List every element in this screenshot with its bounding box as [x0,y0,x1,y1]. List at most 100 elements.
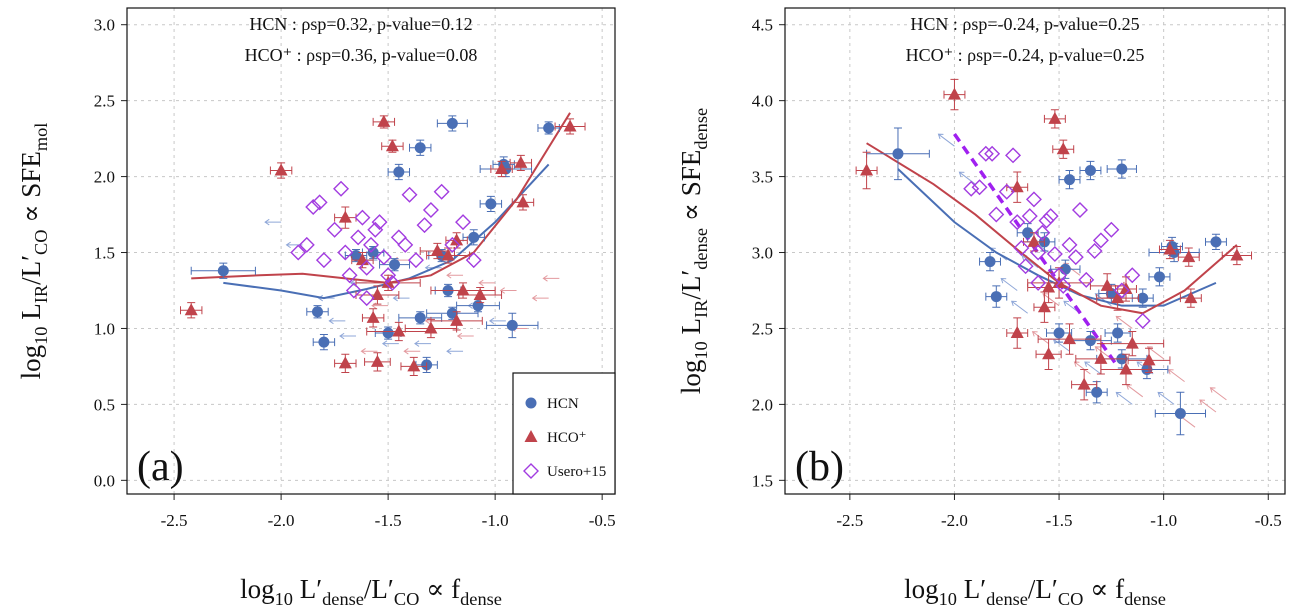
upper-limit [446,272,464,279]
point [315,252,332,269]
point [338,356,352,369]
point [1048,111,1062,124]
point [1030,274,1047,291]
point [407,359,421,372]
point [1091,386,1103,398]
point [1025,191,1042,208]
point [1071,202,1088,218]
label-part: dense [691,228,711,270]
point [414,142,426,154]
point [1112,327,1124,339]
y-tick-label: 1.5 [752,471,773,490]
point [1153,271,1165,283]
label-part: log [240,574,275,604]
point [1021,208,1038,225]
point [472,300,484,312]
point [367,247,379,259]
upper-limit [360,348,378,355]
x-axis-label: log10 L′dense/L′CO ∝ fdense [240,574,502,609]
point [1119,362,1133,375]
point [446,307,458,319]
upper-limit [499,287,517,294]
x-axis-label: log10 L′dense/L′CO ∝ fdense [904,574,1166,609]
point [184,303,198,316]
y-tick-label: 3.0 [94,16,115,35]
upper-limit [392,294,410,302]
label-part: dense [691,108,711,150]
point [1174,408,1186,420]
point [414,312,426,324]
point [1125,336,1139,349]
y-axis-label: log10 LIR/L′CO ∝ SFEmol [16,123,51,380]
label-part: L [16,303,46,326]
point [1134,312,1151,329]
x-tick-label: -2.5 [836,511,863,530]
y-tick-label: 1.0 [94,319,115,338]
trend-line [191,112,571,284]
point [1022,227,1034,239]
label-part: mol [31,123,51,152]
point [367,221,384,238]
label-part: dense [1124,589,1166,609]
x-tick-label: -1.0 [1150,511,1177,530]
point [473,288,487,301]
x-tick-label: -2.0 [268,511,295,530]
point [892,148,904,160]
x-tick-label: -1.5 [375,511,402,530]
panel: -2.5 -2.0 -1.5 -1.0 -0.5 1.5 2.0 2.5 3.0 3.5 4.0 4.… [676,7,1286,609]
point [345,282,362,299]
point [495,161,509,174]
point [1210,236,1222,248]
point [1084,335,1096,347]
y-tick-label: 4.0 [752,92,773,111]
label-part: CO [394,589,420,609]
point [397,236,414,253]
point [990,291,1002,303]
point [430,244,444,256]
upper-limit [456,332,474,340]
point [1055,277,1072,294]
annotation: HCO⁺ : ρsp=0.36, p-value=0.08 [245,45,478,65]
y-tick-label: 3.5 [752,168,773,187]
point [1034,224,1051,241]
point [416,217,433,234]
label-part: L′ [957,574,986,604]
label-part: 10 [691,341,711,359]
legend-label: HCO⁺ [547,430,587,446]
label-part: 10 [275,589,293,609]
upper-limit [1073,361,1091,375]
label-part: dense [460,589,502,609]
point [1124,267,1141,284]
point [1010,326,1024,339]
point [1027,234,1041,247]
label-part: CO [1058,589,1084,609]
point [371,214,388,231]
point [860,163,874,176]
point [341,267,358,284]
upper-limit [1010,300,1028,314]
point [1084,165,1096,177]
point [1230,248,1244,261]
point [382,327,394,339]
point [217,265,229,277]
legend-marker [525,397,537,409]
point [424,321,438,334]
label-part: 10 [31,327,51,345]
point [392,324,406,337]
y-tick-label: 3.0 [752,244,773,263]
point [514,155,528,168]
point [1042,347,1056,360]
upper-limit [478,279,496,287]
upper-limit [403,348,421,355]
upper-limit [958,171,976,185]
y-tick-label: 2.0 [94,168,115,187]
upper-limit [542,275,560,282]
point [1063,332,1077,345]
y-tick-label: 4.5 [752,16,773,35]
point [350,229,367,246]
point [1046,246,1063,263]
x-tick-label: -0.5 [1255,511,1282,530]
point [358,259,375,276]
point [1005,147,1022,164]
point [377,114,391,127]
